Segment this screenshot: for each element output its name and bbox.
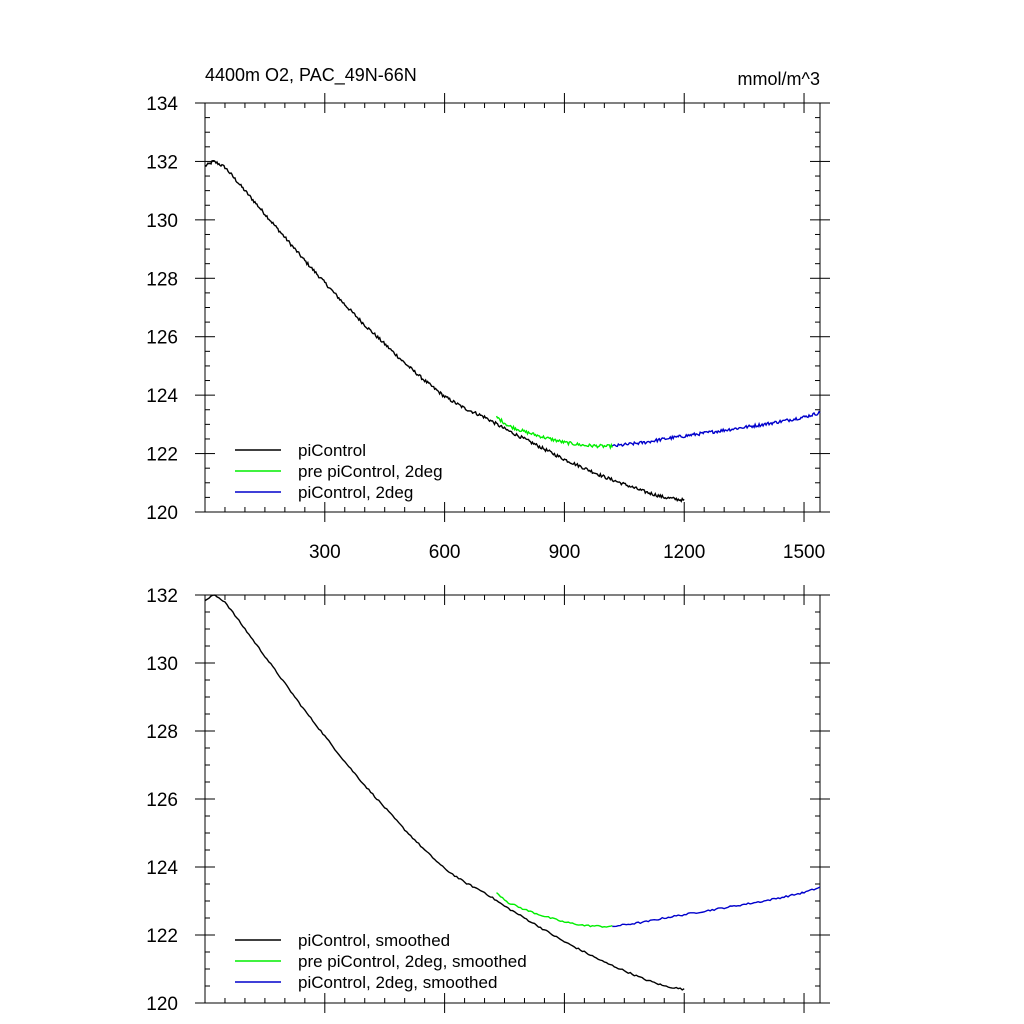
y-tick-label: 122 (146, 926, 178, 947)
chart-title: 4400m O2, PAC_49N-66N (205, 65, 417, 86)
y-tick-label: 126 (146, 328, 178, 349)
y-tick-label: 132 (146, 586, 178, 607)
top-panel: 4400m O2, PAC_49N-66N mmol/m^3 300 600 900… (146, 65, 830, 563)
y-tick-label: 132 (146, 152, 178, 173)
y-tick-label: 122 (146, 445, 178, 466)
y-tick-label: 126 (146, 790, 178, 811)
y-tick-label: 124 (146, 386, 178, 407)
y-tick-label: 120 (146, 503, 178, 524)
legend-label: piControl (298, 441, 366, 460)
y-tick-label: 124 (146, 858, 178, 879)
x-tick-label: 300 (309, 542, 341, 563)
x-tick-label: 600 (429, 542, 461, 563)
units-label: mmol/m^3 (738, 69, 820, 89)
y-tick-label: 120 (146, 994, 178, 1015)
series-line (495, 415, 613, 451)
bottom-panel: 120 122 124 126 128 130 132 piControl, smoothed… (146, 585, 830, 1015)
x-tick-label: 1200 (663, 542, 705, 563)
legend-label: piControl, 2deg, smoothed (298, 973, 497, 992)
y-tick-label: 128 (146, 722, 178, 743)
series-line (496, 892, 613, 928)
y-tick-label: 134 (146, 94, 178, 115)
series-line (612, 410, 821, 448)
legend-label: piControl, smoothed (298, 931, 450, 950)
legend-label: piControl, 2deg (298, 483, 413, 502)
series-line (204, 594, 685, 991)
y-tick-label: 130 (146, 211, 178, 232)
y-tick-label: 130 (146, 654, 178, 675)
legend-label: pre piControl, 2deg, smoothed (298, 952, 527, 971)
x-tick-label: 900 (549, 542, 581, 563)
series-line (612, 886, 821, 928)
x-tick-label: 1500 (783, 542, 825, 563)
legend-label: pre piControl, 2deg (298, 462, 443, 481)
series-line (204, 160, 685, 503)
y-tick-label: 128 (146, 269, 178, 290)
